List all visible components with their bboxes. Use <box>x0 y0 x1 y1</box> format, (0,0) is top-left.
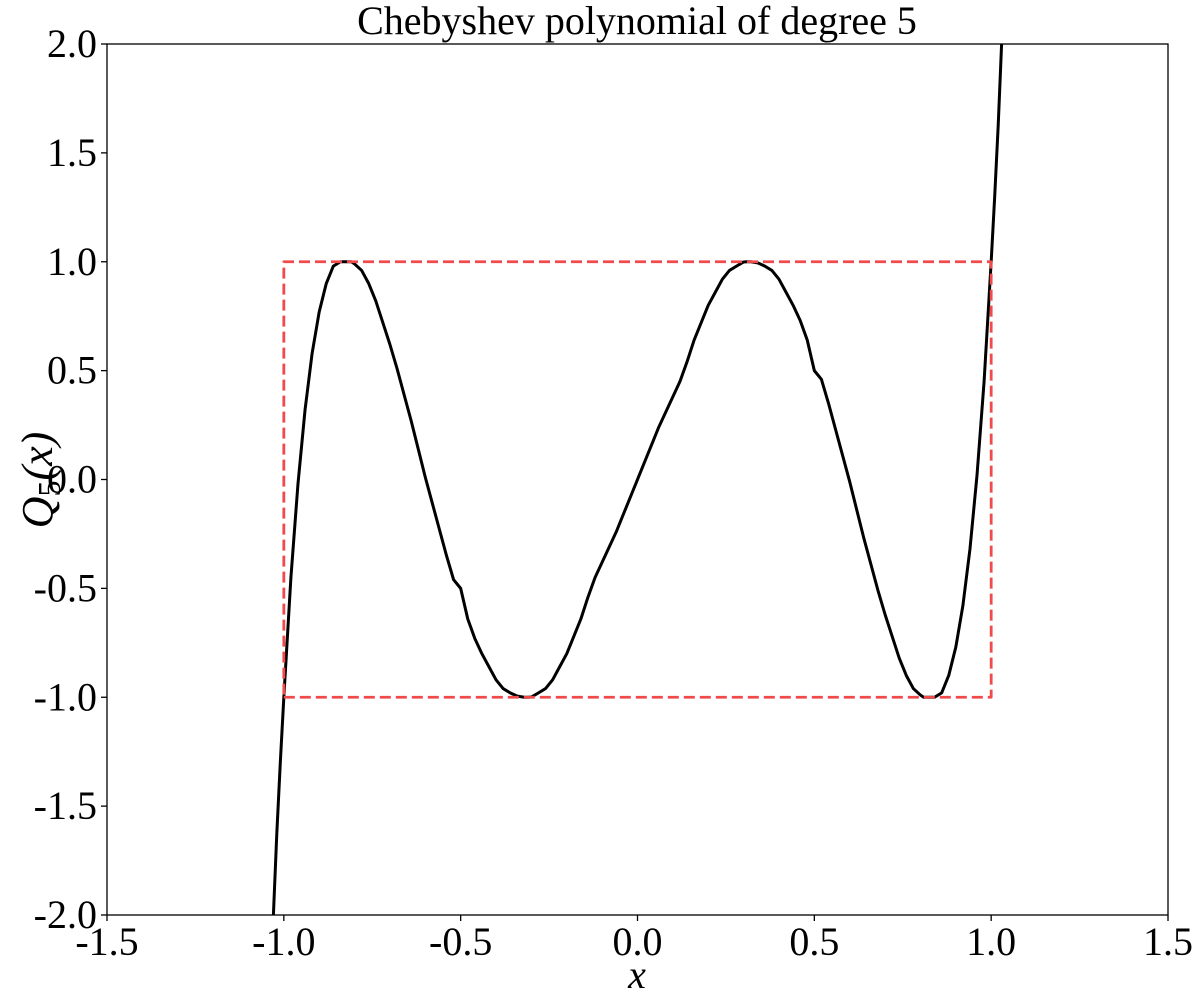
x-tick-label: 0.0 <box>613 919 663 964</box>
chebyshev-curve <box>271 44 1004 915</box>
y-axis-label-main: Q <box>13 497 62 529</box>
x-tick-label: -1.5 <box>75 919 138 964</box>
y-tick-label: 0.0 <box>47 457 97 502</box>
x-ticks: -1.5 -1.0 -0.5 0.0 0.5 1.0 1.5 <box>75 915 1193 964</box>
y-tick-label: 1.5 <box>47 130 97 175</box>
y-tick-label: 0.5 <box>47 348 97 393</box>
x-axis-label: x <box>627 952 646 997</box>
series-layer <box>271 44 1004 915</box>
reference-box <box>282 260 993 699</box>
y-axis-label-subscript: 5 <box>31 481 67 497</box>
y-ticks: -2.0 -1.5 -1.0 -0.5 0.0 0.5 1.0 1.5 2.0 <box>34 21 107 937</box>
y-tick-label: -1.5 <box>34 783 97 828</box>
x-tick-label: 1.5 <box>1143 919 1193 964</box>
x-tick-label: 1.0 <box>966 919 1016 964</box>
y-tick-label: -2.0 <box>34 892 97 937</box>
y-tick-label: 2.0 <box>47 21 97 66</box>
y-axis-label: Q5(x) <box>13 432 67 529</box>
x-tick-label: -1.0 <box>252 919 315 964</box>
chart-title: Chebyshev polynomial of degree 5 <box>357 0 917 43</box>
y-tick-label: -0.5 <box>34 565 97 610</box>
y-tick-label: 1.0 <box>47 239 97 284</box>
x-tick-label: -0.5 <box>429 919 492 964</box>
y-tick-label: -1.0 <box>34 674 97 719</box>
x-tick-label: 0.5 <box>789 919 839 964</box>
y-axis-label-rest: (x) <box>13 432 62 481</box>
